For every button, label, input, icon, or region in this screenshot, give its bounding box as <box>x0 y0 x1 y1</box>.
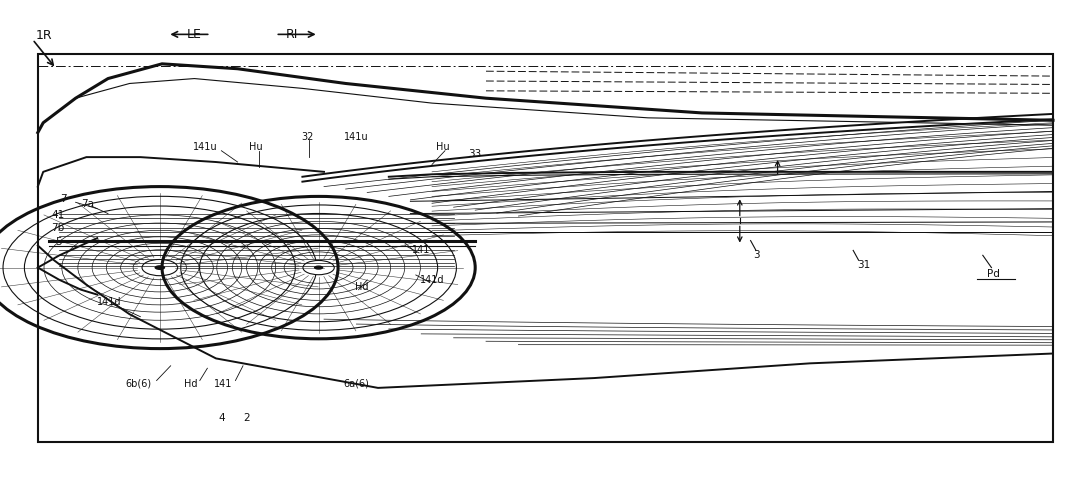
Text: Pd: Pd <box>987 269 1000 279</box>
Text: 3: 3 <box>753 250 759 260</box>
Text: 4: 4 <box>218 413 225 423</box>
Text: 41: 41 <box>52 210 65 220</box>
Text: 31: 31 <box>858 260 870 270</box>
Text: 141: 141 <box>411 246 431 255</box>
Text: 7b: 7b <box>52 223 65 233</box>
Circle shape <box>314 266 323 270</box>
Text: 141d: 141d <box>97 297 122 307</box>
Text: 141u: 141u <box>193 142 217 152</box>
Text: 32: 32 <box>301 133 314 142</box>
Circle shape <box>302 261 335 275</box>
Circle shape <box>154 265 165 270</box>
Text: 1R: 1R <box>36 29 52 42</box>
Text: Hu: Hu <box>249 142 262 152</box>
Text: Hd: Hd <box>185 379 198 389</box>
Text: RI: RI <box>285 28 298 41</box>
Text: 141: 141 <box>214 379 233 389</box>
Text: LE: LE <box>187 28 202 41</box>
Text: 141d: 141d <box>420 275 444 285</box>
Text: 141u: 141u <box>345 133 368 142</box>
Text: 33: 33 <box>469 149 482 159</box>
Text: 2: 2 <box>243 413 249 423</box>
Bar <box>38 54 1053 442</box>
Circle shape <box>143 260 177 276</box>
Text: 7: 7 <box>60 194 67 204</box>
Text: 7a: 7a <box>81 199 94 209</box>
Text: 6b(6): 6b(6) <box>125 379 151 389</box>
Text: Hd: Hd <box>355 282 368 292</box>
Text: 5: 5 <box>55 237 62 246</box>
Text: 6a(6): 6a(6) <box>343 379 369 389</box>
Text: Hu: Hu <box>436 142 449 152</box>
